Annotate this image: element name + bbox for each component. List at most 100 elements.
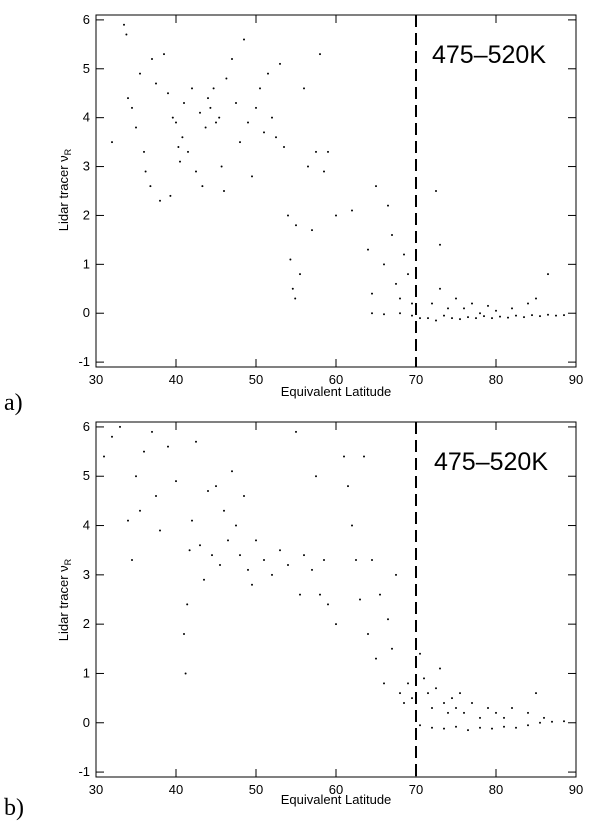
- scatter-point: [351, 524, 353, 527]
- x-tick-label: 30: [89, 782, 103, 797]
- scatter-point: [143, 150, 145, 153]
- scatter-point: [289, 258, 292, 261]
- scatter-point: [139, 72, 141, 75]
- scatter-point: [343, 455, 345, 458]
- scatter-point: [523, 316, 525, 319]
- scatter-point: [507, 316, 509, 319]
- x-tick-label: 70: [409, 372, 423, 387]
- scatter-point: [455, 725, 457, 728]
- scatter-point: [403, 253, 405, 256]
- scatter-point: [323, 559, 325, 562]
- x-tick-label: 90: [569, 372, 583, 387]
- x-tick-label: 60: [329, 782, 343, 797]
- scatter-point: [131, 106, 133, 109]
- scatter-point: [395, 573, 397, 576]
- panel-b: 30 40 50 60 70 80 90 -1 0 1 2 3 4 5 6 475–520K Equiva…: [4, 419, 583, 821]
- scatter-point: [191, 519, 193, 522]
- scatter-point: [143, 450, 145, 453]
- scatter-point: [323, 170, 325, 173]
- scatter-point: [447, 307, 449, 310]
- scatter-point: [211, 554, 213, 557]
- scatter-point: [531, 314, 533, 317]
- x-tick-label: 50: [249, 782, 263, 797]
- scatter-point: [455, 706, 457, 709]
- scatter-point: [184, 672, 187, 675]
- scatter-point: [151, 430, 153, 433]
- scatter-point: [479, 312, 481, 315]
- scatter-point: [159, 199, 161, 202]
- scatter-point: [403, 702, 405, 705]
- scatter-point: [387, 204, 389, 207]
- scatter-point: [439, 667, 441, 670]
- scatter-point: [487, 304, 489, 307]
- scatter-point: [225, 77, 228, 80]
- scatter-point: [491, 317, 493, 320]
- x-tick-label: 40: [169, 782, 183, 797]
- scatter-point: [563, 720, 565, 723]
- x-axis-label-a: Equivalent Latitude: [281, 384, 392, 399]
- scatter-point: [181, 136, 184, 139]
- scatter-point: [479, 726, 481, 729]
- scatter-point: [303, 554, 305, 557]
- y-tick-label: 1: [83, 256, 90, 271]
- scatter-point: [199, 111, 201, 114]
- scatter-point: [167, 445, 169, 448]
- scatter-point: [395, 282, 397, 285]
- scatter-point: [279, 62, 281, 65]
- scatter-point: [355, 559, 357, 562]
- y-tick-label: 6: [83, 12, 90, 27]
- scatter-point: [479, 716, 481, 719]
- scatter-point: [319, 593, 321, 596]
- scatter-point: [459, 692, 461, 695]
- scatter-point: [371, 559, 373, 562]
- scatter-point: [220, 165, 223, 168]
- scatter-point: [547, 313, 549, 316]
- scatter-point: [212, 87, 215, 90]
- scatter-point: [371, 292, 373, 295]
- scatter-point: [511, 307, 513, 310]
- scatter-point: [279, 549, 281, 552]
- scatter-point: [335, 623, 337, 626]
- scatter-point: [151, 58, 153, 60]
- x-tick-label: 40: [169, 372, 183, 387]
- scatter-point: [439, 287, 441, 290]
- y-tick-label: 3: [83, 159, 90, 174]
- scatter-point: [447, 711, 449, 714]
- scatter-point: [499, 315, 501, 318]
- scatter-point: [407, 682, 409, 685]
- scatter-point: [175, 480, 177, 483]
- x-tick-label: 50: [249, 372, 263, 387]
- y-ticks-a: -1 0 1 2 3 4 5 6: [78, 12, 576, 369]
- scatter-point: [347, 485, 349, 488]
- scatter-point: [243, 38, 245, 41]
- scatter-point: [419, 317, 421, 320]
- scatter-point: [399, 312, 401, 315]
- scatter-point: [543, 716, 545, 719]
- scatter-point: [535, 692, 537, 695]
- scatter-point: [183, 633, 185, 636]
- y-tick-label: 6: [83, 419, 90, 434]
- scatter-point: [379, 593, 381, 596]
- scatter-point: [487, 706, 489, 709]
- scatter-point: [503, 725, 505, 728]
- scatter-point: [383, 682, 385, 685]
- scatter-point: [411, 697, 413, 700]
- y-tick-label: -1: [78, 764, 90, 779]
- scatter-point: [495, 309, 497, 312]
- scatter-point: [419, 652, 421, 655]
- scatter-point: [263, 131, 265, 134]
- x-tick-label: 70: [409, 782, 423, 797]
- scatter-point: [239, 554, 241, 557]
- scatter-point: [195, 440, 197, 443]
- scatter-point: [187, 150, 189, 153]
- scatter-point: [235, 102, 237, 104]
- scatter-point: [435, 319, 437, 322]
- x-axis-label-b: Equivalent Latitude: [281, 792, 392, 807]
- scatter-point: [163, 53, 165, 56]
- scatter-point: [387, 618, 389, 621]
- scatter-point: [431, 302, 433, 305]
- scatter-point: [427, 317, 429, 320]
- scatter-point: [111, 141, 113, 144]
- scatter-point: [359, 598, 361, 601]
- scatter-point: [551, 720, 553, 723]
